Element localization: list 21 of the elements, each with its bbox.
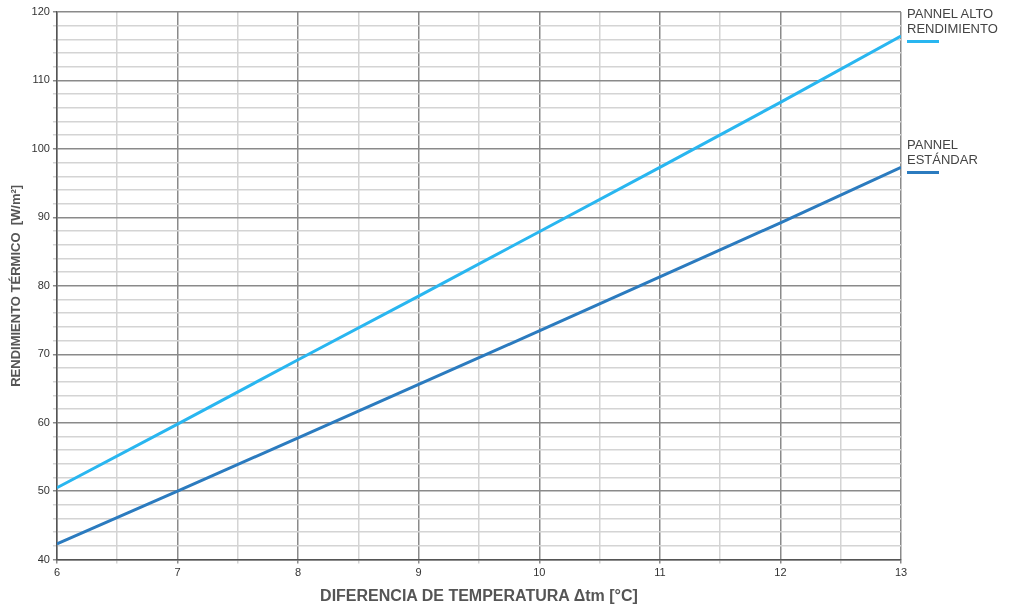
x-tick-label: 10 (533, 566, 546, 579)
x-tick-label: 11 (654, 566, 666, 579)
y-tick-label: 120 (31, 5, 50, 18)
series-label: PANNEL ALTO RENDIMIENTO (907, 5, 999, 36)
x-tick-label: 7 (174, 566, 181, 579)
x-tick-label: 6 (53, 566, 61, 579)
x-tick-label: 8 (295, 566, 302, 579)
y-tick-label: 60 (37, 415, 50, 428)
x-tick-label: 9 (415, 566, 422, 579)
x-axis-title: DIFERENCIA DE TEMPERATURA Δtm [°C] (320, 586, 638, 604)
y-axis-title: RENDIMIENTO TÉRMICO [W/m²] (8, 184, 24, 387)
x-tick-label: 12 (774, 566, 787, 579)
series-label: PANNEL ESTÁNDAR (907, 137, 979, 168)
y-tick-label: 50 (37, 484, 50, 497)
x-tick-label: 13 (894, 566, 908, 579)
y-tick-label: 100 (31, 141, 50, 154)
y-tick-label: 90 (37, 210, 50, 223)
y-tick-label: 70 (37, 347, 50, 360)
y-tick-label: 40 (37, 552, 50, 565)
y-tick-label: 110 (32, 73, 50, 86)
y-tick-label: 80 (37, 278, 50, 291)
